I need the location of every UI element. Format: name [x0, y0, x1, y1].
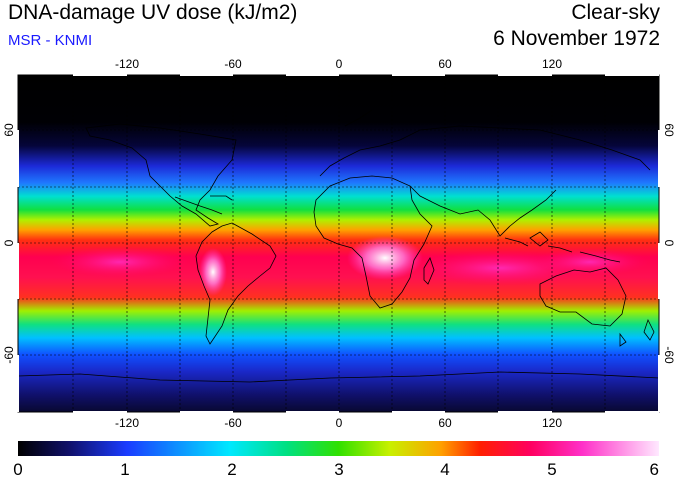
lon-label-bottom: -60	[224, 416, 242, 430]
lon-label-bottom: 60	[438, 416, 452, 430]
graticule	[18, 75, 659, 412]
sky-condition-label: Clear-sky	[571, 1, 660, 24]
lon-label-top: -60	[224, 57, 242, 71]
uv-dose-field	[18, 75, 659, 412]
lon-label-top: 0	[336, 57, 343, 71]
lat-labels-right: 60 0 -60	[662, 123, 676, 364]
lat-label-right: 60	[662, 123, 676, 137]
lon-label-top: 120	[542, 57, 562, 71]
colorbar-tick-label: 6	[650, 460, 659, 479]
field-variations	[50, 236, 650, 296]
colorbar-tick-label: 4	[440, 460, 449, 479]
colorbar-tick-label: 5	[547, 460, 556, 479]
lat-label-right: 0	[662, 240, 676, 247]
map-title: DNA-damage UV dose (kJ/m2)	[8, 1, 298, 24]
lat-label-left: -60	[2, 346, 16, 364]
colorbar-tick-labels: 0 1 2 3 4 5 6	[13, 460, 659, 479]
lat-label-right: -60	[662, 346, 676, 364]
lat-label-left: 60	[2, 123, 16, 137]
coastlines	[18, 109, 659, 383]
lon-label-top: 60	[438, 57, 452, 71]
date-label: 6 November 1972	[493, 27, 660, 50]
lat-label-left: 0	[2, 239, 16, 246]
colorbar-tick-label: 1	[120, 460, 129, 479]
lon-labels-bottom: -120 -60 0 60 120	[115, 416, 562, 430]
colorbar-tick-label: 3	[334, 460, 343, 479]
colorbar	[18, 441, 659, 456]
lon-label-top: -120	[115, 57, 139, 71]
lon-label-bottom: 120	[542, 416, 562, 430]
lat-labels-left: 60 0 -60	[2, 123, 16, 364]
source-label: MSR - KNMI	[8, 32, 93, 49]
lon-labels-top: -120 -60 0 60 120	[115, 57, 562, 71]
lon-label-bottom: 0	[336, 416, 343, 430]
colorbar-tick-label: 2	[227, 460, 236, 479]
colorbar-tick-label: 0	[13, 460, 22, 479]
lon-label-bottom: -120	[115, 416, 139, 430]
border-tick-marks	[16, 73, 661, 414]
